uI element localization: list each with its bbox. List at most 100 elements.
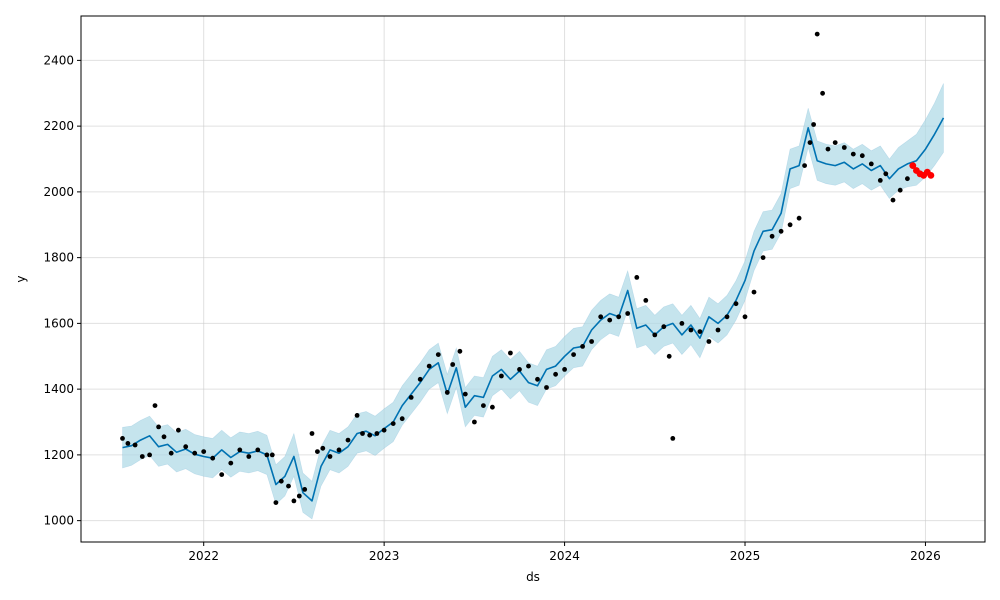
actual-point: [802, 163, 807, 169]
x-tick-label: 2026: [910, 549, 941, 563]
actual-point: [210, 455, 216, 461]
actual-point: [598, 314, 604, 320]
actual-point: [399, 416, 405, 422]
actual-point: [309, 431, 315, 436]
actual-point: [607, 317, 613, 323]
grid: [81, 16, 985, 542]
uncertainty-band: [122, 83, 944, 520]
actual-point: [183, 444, 189, 450]
actual-point: [742, 314, 748, 320]
y-axis-label: y: [14, 275, 28, 282]
test-points: [909, 162, 935, 179]
actual-point: [634, 275, 640, 280]
actual-point: [264, 452, 270, 458]
actual-point: [354, 413, 360, 418]
actual-point: [120, 436, 125, 441]
actual-point: [345, 437, 351, 443]
actual-point: [778, 228, 784, 234]
actual-point: [490, 404, 495, 410]
test-point: [927, 172, 935, 179]
actual-point: [890, 197, 896, 203]
actual-point: [760, 255, 766, 260]
actual-point: [286, 483, 291, 489]
actual-point: [697, 329, 703, 334]
actual-point: [481, 403, 486, 408]
y-tick-label: 2400: [43, 53, 74, 67]
x-tick-label: 2025: [730, 549, 761, 563]
actual-point: [877, 178, 883, 183]
actual-point: [291, 498, 297, 504]
uncertainty-interval: [122, 83, 944, 520]
actual-point: [883, 171, 889, 177]
y-tick-label: 1600: [43, 316, 74, 330]
y-tick-label: 1000: [43, 514, 74, 528]
actual-point: [787, 222, 793, 228]
actual-point: [269, 452, 275, 458]
y-tick-label: 1200: [43, 448, 74, 462]
x-axis: 2022 2023 2024 2025 2026: [188, 542, 941, 563]
actual-point: [562, 367, 567, 372]
actual-point: [255, 447, 261, 453]
actual-point: [807, 140, 813, 146]
actual-point: [850, 151, 856, 157]
actual-point: [571, 352, 576, 357]
actual-point: [841, 145, 847, 150]
actual-point: [147, 452, 153, 458]
actual-point: [302, 487, 308, 492]
actual-point: [237, 447, 243, 453]
actual-point: [643, 298, 649, 303]
x-tick-label: 2023: [369, 549, 400, 563]
actual-point: [706, 339, 712, 344]
actual-point: [688, 327, 694, 333]
actual-point: [168, 450, 174, 456]
actual-point: [444, 390, 450, 395]
actual-point: [508, 350, 513, 356]
actual-point: [176, 427, 181, 433]
actual-point: [273, 500, 279, 505]
actual-point: [820, 90, 825, 96]
actual-point: [553, 371, 558, 377]
actual-point: [724, 314, 730, 320]
actual-point: [125, 441, 131, 446]
actual-point: [390, 421, 396, 426]
actual-point: [811, 122, 816, 127]
actual-point: [296, 493, 302, 499]
actual-point: [733, 301, 739, 307]
actual-point: [769, 233, 775, 239]
plot-frame: [80, 15, 986, 543]
actual-points: [120, 31, 910, 505]
y-axis: 1000 1200 1400 1600 1800 2000 2200 2400: [43, 53, 81, 528]
actual-point: [381, 427, 387, 433]
actual-point: [374, 431, 380, 436]
actual-point: [161, 434, 167, 440]
actual-point: [327, 454, 333, 459]
actual-point: [367, 432, 373, 438]
actual-point: [517, 367, 522, 372]
actual-point: [652, 332, 658, 338]
x-axis-label: ds: [526, 570, 540, 584]
actual-point: [472, 419, 477, 425]
y-tick-label: 1800: [43, 251, 74, 265]
actual-point: [625, 311, 631, 316]
actual-point: [408, 395, 414, 400]
actual-point: [417, 376, 423, 382]
actual-point: [315, 449, 320, 454]
actual-point: [426, 363, 432, 369]
x-tick-label: 2022: [188, 549, 219, 563]
actual-point: [825, 146, 831, 152]
actual-point: [201, 449, 207, 454]
actual-point: [905, 176, 910, 182]
actual-point: [897, 187, 903, 193]
actual-point: [228, 460, 234, 466]
actual-point: [544, 385, 549, 390]
actual-point: [152, 403, 158, 408]
actual-point: [814, 31, 820, 37]
y-tick-label: 2200: [43, 119, 74, 133]
actual-point: [832, 140, 838, 146]
actual-point: [336, 447, 342, 453]
actual-point: [450, 362, 456, 367]
actual-point: [679, 321, 685, 326]
actual-point: [462, 391, 468, 397]
actual-point: [499, 373, 504, 379]
